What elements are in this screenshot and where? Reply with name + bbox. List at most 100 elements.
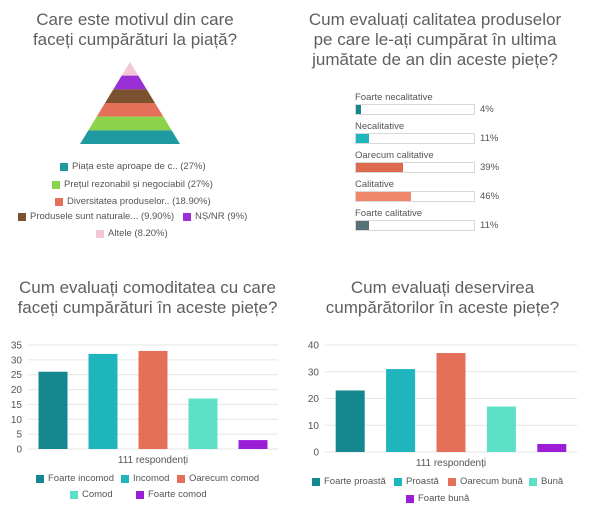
y-tick-label: 20: [308, 394, 320, 405]
y-tick-label: 15: [11, 400, 23, 411]
legend-swatch: [18, 212, 26, 221]
pyramid-segment: [88, 116, 172, 131]
legend-label: Piața este aproape de c.. (27%): [72, 161, 206, 172]
y-tick-label: 5: [16, 430, 22, 441]
bar: [436, 353, 466, 452]
quality-title-line-3: jumătate de an din aceste piețe?: [312, 50, 558, 69]
comfort-legend-item: Foarte incomod: [36, 473, 114, 484]
comfort-legend-item: Foarte comod: [136, 489, 207, 500]
pyramid-title-line-1: Care este motivul din care: [36, 10, 234, 29]
legend-swatch: [36, 474, 44, 483]
legend-swatch: [96, 229, 104, 238]
comfort-legend-item: Incomod: [121, 473, 169, 484]
pyramid-segment: [96, 103, 164, 117]
legend-swatch: [394, 477, 402, 486]
legend-label: Prețul rezonabil și negociabil (27%): [64, 179, 213, 190]
quality-value-label: 4%: [480, 104, 494, 115]
legend-swatch: [312, 477, 320, 486]
pyramid-legend-item: Prețul rezonabil și negociabil (27%): [52, 179, 213, 190]
legend-label: Bună: [541, 476, 564, 487]
legend-swatch: [406, 494, 414, 503]
quality-bar: [356, 134, 370, 143]
y-tick-label: 40: [308, 341, 320, 352]
quality-bar: [356, 105, 361, 114]
comfort-title-line-2: faceți cumpărături în aceste piețe?: [17, 298, 278, 317]
pyramid-legend-item: Diversitatea produselor.. (18.90%): [55, 196, 211, 207]
legend-label: Proastă: [406, 476, 439, 487]
x-axis-label: 111 respondenți: [118, 455, 188, 466]
service-legend-item: Bună: [529, 476, 563, 487]
legend-label: Foarte comod: [148, 489, 207, 500]
quality-bar-track: [355, 133, 475, 144]
quality-category-label: Foarte calitative: [355, 208, 423, 219]
bar: [386, 369, 416, 452]
quality-title-line-2: pe care le-ați cumpărat în ultima: [313, 30, 557, 49]
y-tick-label: 30: [308, 367, 320, 378]
pyramid-segment: [80, 130, 180, 144]
pyramid-legend-item: Piața este aproape de c.. (27%): [60, 161, 206, 172]
y-tick-label: 10: [11, 415, 23, 426]
bar: [335, 390, 365, 452]
bar: [188, 398, 218, 449]
service-chart-title: Cum evaluați deservirea cumpărătorilor î…: [300, 278, 585, 318]
quality-bar: [356, 221, 370, 230]
pyramid-legend-item: NȘ/NR (9%): [183, 211, 247, 222]
service-title-line-2: cumpărătorilor în aceste piețe?: [325, 298, 560, 317]
pyramid-chart-title: Care este motivul din care faceți cumpăr…: [20, 10, 250, 50]
pyramid-legend-item: Altele (8.20%): [96, 228, 168, 239]
legend-label: Foarte bună: [418, 493, 470, 504]
pyramid-segment: [113, 75, 147, 90]
quality-category-label: Necalitative: [355, 121, 405, 132]
legend-label: Oarecum comod: [189, 473, 260, 484]
service-legend-item: Proastă: [394, 476, 439, 487]
legend-label: Diversitatea produselor.. (18.90%): [67, 196, 211, 207]
legend-label: Incomod: [133, 473, 170, 484]
legend-label: Foarte proastă: [324, 476, 386, 487]
quality-bar: [356, 163, 403, 172]
comfort-legend-item: Comod: [70, 489, 113, 500]
quality-value-label: 46%: [480, 191, 500, 202]
pyramid-legend-item: Produsele sunt naturale... (9.90%): [18, 211, 174, 222]
bar: [138, 350, 168, 449]
comfort-legend-item: Oarecum comod: [177, 473, 259, 484]
legend-swatch: [121, 474, 129, 483]
y-tick-label: 35: [11, 341, 23, 352]
pyramid-chart: [80, 62, 180, 144]
legend-label: Produsele sunt naturale... (9.90%): [30, 211, 175, 222]
y-tick-label: 30: [11, 355, 23, 366]
legend-swatch: [183, 212, 191, 221]
quality-value-label: 11%: [480, 220, 499, 231]
quality-chart-title: Cum evaluați calitatea produselor pe car…: [290, 10, 580, 70]
legend-label: Oarecum bună: [460, 476, 523, 487]
quality-category-label: Calitative: [355, 179, 395, 190]
y-tick-label: 0: [313, 448, 319, 459]
quality-bar: [356, 192, 412, 201]
service-legend-item: Oarecum bună: [448, 476, 523, 487]
comfort-bar-chart: 0 5 10 15 20 25 30 35 111 respondenți: [11, 341, 278, 466]
legend-swatch: [52, 180, 60, 189]
quality-category-label: Oarecum calitative: [355, 150, 434, 161]
legend-swatch: [136, 490, 144, 499]
quality-category-label: Foarte necalitative: [355, 92, 433, 103]
service-legend-item: Foarte bună: [406, 493, 469, 504]
legend-swatch: [55, 197, 63, 206]
legend-swatch: [60, 162, 68, 171]
legend-label: Comod: [82, 489, 113, 500]
legend-label: Foarte incomod: [48, 473, 115, 484]
legend-swatch: [177, 474, 185, 483]
quality-value-label: 39%: [480, 162, 500, 173]
pyramid-segment: [105, 89, 155, 103]
quality-bar-track: [355, 162, 475, 173]
bar: [38, 371, 68, 449]
legend-label: NȘ/NR (9%): [195, 211, 248, 222]
service-bar-chart: 0 10 20 30 40 111 respondenți: [308, 341, 577, 469]
bar: [486, 406, 516, 452]
comfort-chart-title: Cum evaluați comoditatea cu care faceți …: [5, 278, 290, 318]
bar: [88, 353, 118, 449]
bar: [537, 443, 567, 452]
quality-bar-track: [355, 191, 475, 202]
x-axis-label: 111 respondenți: [416, 458, 486, 469]
legend-swatch: [529, 477, 537, 486]
legend-swatch: [448, 477, 456, 486]
y-tick-label: 20: [11, 385, 23, 396]
